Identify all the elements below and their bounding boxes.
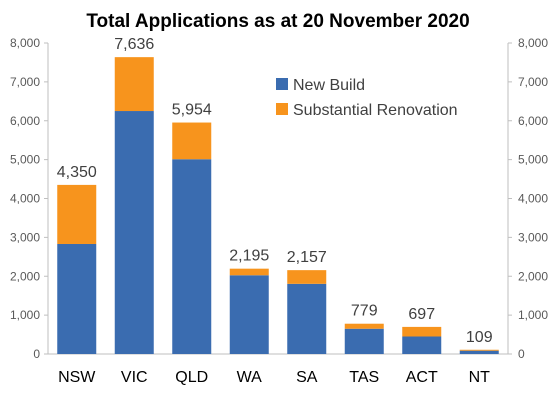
right-y-tick-label: 8,000 [518,36,548,50]
left-y-tick-label: 7,000 [10,75,40,89]
right-y-tick-label: 5,000 [518,153,548,167]
left-y-tick-label: 0 [33,347,40,361]
bar-substantial-renovation-sa [287,270,327,284]
left-y-tick-label: 8,000 [10,36,40,50]
total-data-label: 779 [351,303,378,320]
x-tick-label: NT [469,369,491,386]
chart-title: Total Applications as at 20 November 202… [86,11,469,32]
bar-substantial-renovation-act [402,326,442,337]
x-tick-label: VIC [121,369,148,386]
x-tick-label: TAS [349,369,379,386]
bar-new-build-sa [287,283,327,354]
x-tick-label: QLD [175,369,208,386]
x-tick-label: NSW [58,369,96,386]
left-y-tick-label: 2,000 [10,269,40,283]
total-data-label: 697 [408,306,435,323]
left-y-tick-label: 6,000 [10,114,40,128]
left-y-tick-label: 4,000 [10,192,40,206]
total-data-label: 7,636 [114,36,154,53]
bar-substantial-renovation-vic [114,57,154,112]
data-labels: NSW 4,350 VIC 7,636 QLD 5,954 WA 2,195 SA 2,157 TA… [57,36,493,386]
legend-label: Substantial Renovation [293,102,458,119]
bars [57,57,499,354]
bar-substantial-renovation-nt [459,349,499,351]
total-data-label: 2,157 [287,249,327,266]
x-tick-label: WA [237,369,263,386]
bar-substantial-renovation-tas [344,323,384,329]
bar-substantial-renovation-wa [229,268,269,276]
bar-substantial-renovation-nsw [57,184,97,244]
legend-label: New Build [293,77,365,94]
x-tick-label: ACT [406,369,438,386]
right-y-tick-label: 0 [518,347,525,361]
bar-new-build-nsw [57,243,97,354]
bar-new-build-tas [344,328,384,354]
total-data-label: 2,195 [229,248,269,265]
legend-swatch [276,78,288,90]
legend: New Build Substantial Renovation [276,77,458,119]
right-y-tick-label: 3,000 [518,230,548,244]
right-y-tick-label: 7,000 [518,75,548,89]
bar-new-build-nt [459,350,499,354]
left-y-tick-label: 5,000 [10,153,40,167]
right-y-tick-label: 6,000 [518,114,548,128]
bar-new-build-act [402,336,442,354]
total-data-label: 4,350 [57,164,97,181]
total-data-label: 109 [466,329,493,346]
left-y-tick-label: 1,000 [10,308,40,322]
right-y-tick-label: 4,000 [518,192,548,206]
bar-new-build-vic [114,111,154,354]
bar-substantial-renovation-qld [172,122,212,160]
right-y-tick-label: 2,000 [518,269,548,283]
x-tick-label: SA [296,369,318,386]
axes: 0 0 1,000 1,000 2,000 2,000 3,000 3,000 4,000 4,0… [10,36,548,361]
legend-swatch [276,103,288,115]
total-data-label: 5,954 [172,102,212,119]
bar-new-build-wa [229,275,269,354]
right-y-tick-label: 1,000 [518,308,548,322]
left-y-tick-label: 3,000 [10,230,40,244]
bar-new-build-qld [172,159,212,354]
